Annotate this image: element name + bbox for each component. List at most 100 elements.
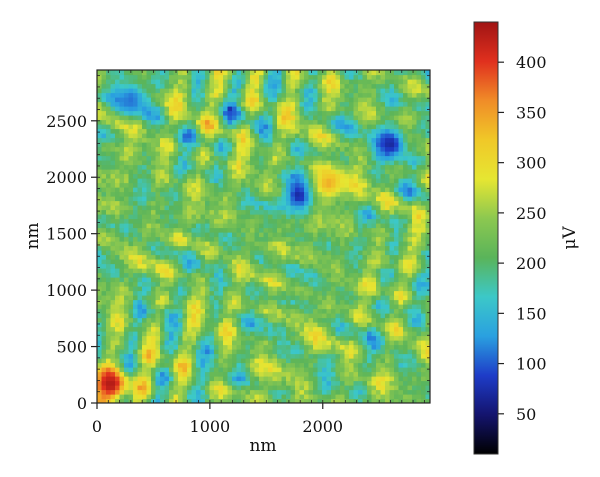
heatmap-cell bbox=[376, 335, 382, 341]
heatmap-cell bbox=[146, 263, 152, 269]
heatmap-cell bbox=[173, 272, 179, 278]
heatmap-cell bbox=[331, 196, 337, 202]
heatmap-cell bbox=[407, 227, 413, 233]
heatmap-cell bbox=[236, 164, 242, 170]
heatmap-cell bbox=[173, 232, 179, 238]
heatmap-cell bbox=[376, 295, 382, 301]
heatmap-cell bbox=[236, 191, 242, 197]
heatmap-cell bbox=[376, 178, 382, 184]
heatmap-cell bbox=[259, 254, 265, 260]
heatmap-cell bbox=[178, 236, 184, 242]
heatmap-cell bbox=[155, 151, 161, 157]
heatmap-cell bbox=[164, 295, 170, 301]
heatmap-cell bbox=[187, 241, 193, 247]
heatmap-cell bbox=[101, 299, 107, 305]
heatmap-cell bbox=[371, 358, 377, 364]
heatmap-cell bbox=[101, 182, 107, 188]
heatmap-cell bbox=[178, 200, 184, 206]
heatmap-cell bbox=[358, 313, 364, 319]
heatmap-cell bbox=[331, 263, 337, 269]
heatmap-cell bbox=[115, 290, 121, 296]
heatmap-cell bbox=[335, 299, 341, 305]
heatmap-cell bbox=[119, 232, 125, 238]
heatmap-cell bbox=[353, 394, 359, 400]
heatmap-cell bbox=[196, 137, 202, 143]
heatmap-cell bbox=[349, 277, 355, 283]
heatmap-cell bbox=[232, 263, 238, 269]
heatmap-cell bbox=[232, 200, 238, 206]
heatmap-cell bbox=[263, 389, 269, 395]
heatmap-cell bbox=[223, 317, 229, 323]
heatmap-cell bbox=[209, 344, 215, 350]
heatmap-cell bbox=[173, 146, 179, 152]
heatmap-cell bbox=[286, 232, 292, 238]
heatmap-cell bbox=[101, 133, 107, 139]
heatmap-cell bbox=[232, 119, 238, 125]
heatmap-cell bbox=[304, 110, 310, 116]
heatmap-cell bbox=[227, 128, 233, 134]
heatmap-cell bbox=[227, 385, 233, 391]
heatmap-cell bbox=[394, 245, 400, 251]
heatmap-cell bbox=[101, 367, 107, 373]
heatmap-cell bbox=[119, 349, 125, 355]
heatmap-cell bbox=[308, 187, 314, 193]
heatmap-cell bbox=[295, 295, 301, 301]
heatmap-cell bbox=[124, 209, 130, 215]
heatmap-cell bbox=[142, 299, 148, 305]
heatmap-cell bbox=[209, 322, 215, 328]
heatmap-cell bbox=[344, 385, 350, 391]
heatmap-cell bbox=[385, 241, 391, 247]
heatmap-cell bbox=[385, 358, 391, 364]
heatmap-cell bbox=[227, 317, 233, 323]
heatmap-cell bbox=[398, 178, 404, 184]
heatmap-cell bbox=[412, 223, 418, 229]
heatmap-cell bbox=[322, 326, 328, 332]
heatmap-cell bbox=[259, 191, 265, 197]
heatmap-cell bbox=[146, 331, 152, 337]
heatmap-cell bbox=[142, 241, 148, 247]
heatmap-cell bbox=[313, 196, 319, 202]
heatmap-cell bbox=[326, 124, 332, 130]
heatmap-cell bbox=[232, 115, 238, 121]
heatmap-cell bbox=[313, 106, 319, 112]
heatmap-cell bbox=[371, 133, 377, 139]
heatmap-cell bbox=[137, 313, 143, 319]
heatmap-cell bbox=[169, 367, 175, 373]
heatmap-cell bbox=[317, 304, 323, 310]
heatmap-cell bbox=[421, 371, 427, 377]
heatmap-cell bbox=[398, 155, 404, 161]
heatmap-cell bbox=[367, 173, 373, 179]
heatmap-cell bbox=[272, 232, 278, 238]
heatmap-cell bbox=[223, 277, 229, 283]
heatmap-cell bbox=[367, 362, 373, 368]
heatmap-cell bbox=[268, 367, 274, 373]
heatmap-cell bbox=[146, 178, 152, 184]
heatmap-cell bbox=[394, 344, 400, 350]
heatmap-cell bbox=[389, 196, 395, 202]
heatmap-cell bbox=[281, 155, 287, 161]
heatmap-cell bbox=[182, 389, 188, 395]
heatmap-cell bbox=[200, 380, 206, 386]
heatmap-cell bbox=[119, 268, 125, 274]
heatmap-cell bbox=[317, 326, 323, 332]
heatmap-cell bbox=[380, 358, 386, 364]
heatmap-cell bbox=[173, 394, 179, 400]
heatmap-cell bbox=[349, 214, 355, 220]
heatmap-cell bbox=[340, 389, 346, 395]
heatmap-cell bbox=[259, 380, 265, 386]
heatmap-cell bbox=[196, 385, 202, 391]
heatmap-cell bbox=[218, 196, 224, 202]
heatmap-cell bbox=[425, 155, 430, 161]
heatmap-cell bbox=[263, 106, 269, 112]
heatmap-cell bbox=[299, 137, 305, 143]
heatmap-cell bbox=[398, 272, 404, 278]
heatmap-cell bbox=[227, 110, 233, 116]
heatmap-cell bbox=[218, 349, 224, 355]
heatmap-cell bbox=[164, 259, 170, 265]
heatmap-cell bbox=[115, 389, 121, 395]
heatmap-cell bbox=[106, 344, 112, 350]
heatmap-cell bbox=[421, 322, 427, 328]
heatmap-cell bbox=[241, 227, 247, 233]
heatmap-cell bbox=[299, 250, 305, 256]
heatmap-cell bbox=[232, 389, 238, 395]
